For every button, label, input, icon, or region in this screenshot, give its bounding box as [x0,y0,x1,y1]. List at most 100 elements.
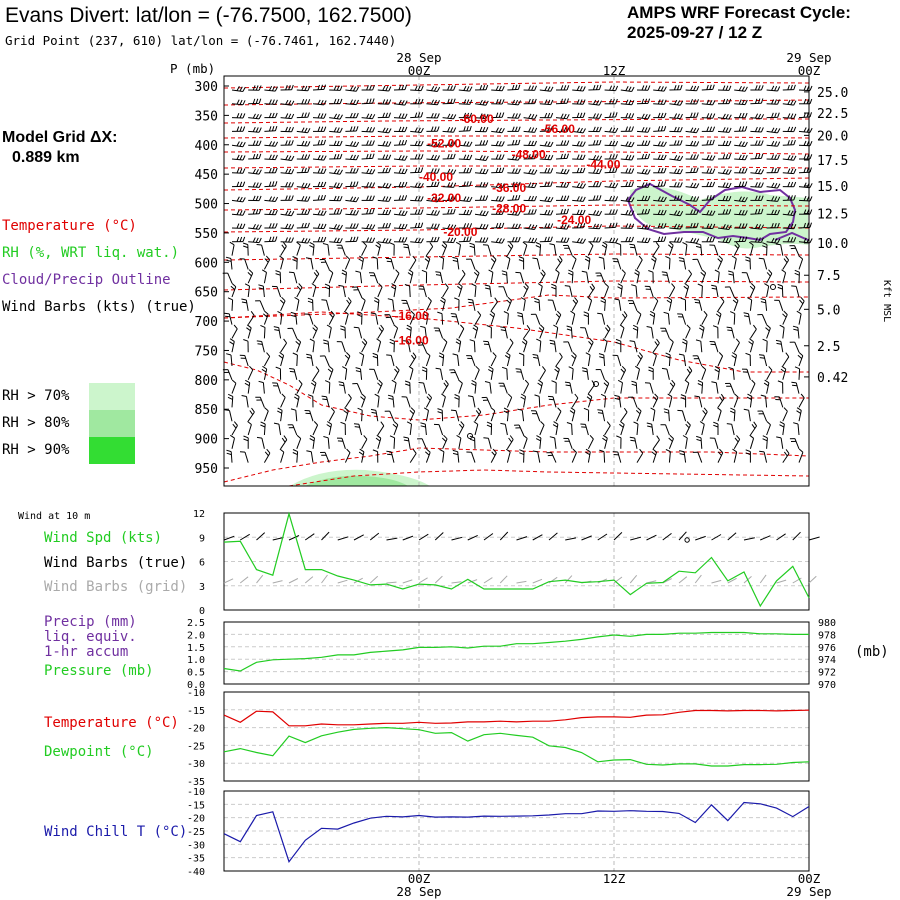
wind-barb-true [223,535,235,541]
height-tick-label: 5.0 [817,303,840,318]
wind-barb-feather [744,236,748,242]
wind-barb-feather [641,223,645,229]
wind-barb-feather [414,182,418,188]
height-tick-label: 20.0 [817,129,848,144]
wind-barb-grid [467,579,478,584]
wind-barb-feather [433,181,437,187]
wind-barb-feather [473,324,478,329]
wind-barb [733,245,740,256]
wind-barb [409,314,415,325]
wind-barb-feather [706,84,709,90]
wind-barb-feather [706,154,710,160]
wind-barb-grid [337,579,348,584]
temperature-line [223,709,810,727]
wind-barb-feather [385,238,389,244]
wind-barb-feather [511,223,515,229]
wind-barb-feather [401,181,405,187]
wind-barb-feather [676,210,681,216]
wind-barb-feather [236,99,240,105]
wind-barb-feather [809,167,812,173]
wind-barb-feather [236,86,240,91]
wind-barb [227,369,233,380]
wind-barb-feather [558,255,563,261]
wind-barb-feather [410,354,415,360]
wind-barb-feather [519,449,525,453]
wind-barb-feather [728,153,732,159]
wind-barb-feather [679,260,685,262]
wind-barb-feather [728,224,732,230]
wind-barb [587,438,594,450]
wind-barb-feather [663,86,667,92]
wind-barb-feather [647,127,651,133]
wind-barb-feather [501,183,505,189]
wind-barb-feather [501,238,505,244]
wind-barb-feather [731,355,737,359]
wind-barb-feather [762,338,768,342]
wind-barb-feather [369,85,372,91]
wind-barb-feather [809,112,812,118]
wind-barb-feather [479,99,483,105]
wind-barb-feather [376,241,381,246]
wind-barb-feather [288,168,292,174]
wind-barb-feather [333,195,337,201]
wind-barb-feather [631,284,637,287]
wind-barb-feather [372,98,375,104]
wind-barb [422,286,427,298]
wind-barb-feather [402,243,408,246]
wind-barb [344,259,351,270]
wind-barb-feather [652,396,658,401]
wind-barb-feather [775,339,782,342]
wind-barb-feather [597,412,603,414]
wind-barb [555,314,562,325]
wind-barb-feather [792,325,799,328]
wind-barb [438,424,444,436]
legend-wind-chill: Wind Chill T (°C) [44,824,187,840]
wind-barb [231,437,235,449]
wind-barb-feather [514,223,518,229]
wind-barb-feather [598,113,602,119]
wind-barb-feather [793,155,797,161]
wind-barb [263,272,267,284]
wind-barb-feather [712,155,716,161]
wind-barb-feather [787,84,790,90]
wind-barb-feather [605,327,609,332]
wind-barb-feather [517,408,523,411]
legend-rh70-swatch [89,383,135,410]
wind-barb-feather [690,182,694,188]
wind-barb [539,341,542,353]
wind-barb-feather [722,237,726,243]
wind-barb [518,424,525,436]
wind-barb-feather [382,182,386,188]
wind-barb-feather [774,127,778,133]
wind-barb [729,286,735,298]
wind-barb-feather [255,182,259,188]
wind-barb-feather [680,297,686,301]
wind-barb-feather [414,209,418,215]
wind-barb-feather [482,210,486,216]
wind-barb-feather [273,326,279,329]
wind-barb-feather [749,434,754,439]
wind-barb [328,314,335,325]
wind-barb-feather [370,312,376,315]
wind-barb-feather [732,352,737,356]
wind-barb-feather [333,113,338,119]
pressure-axis-label: P (mb) [170,61,215,76]
wind-barb-feather [403,246,409,249]
wind-barb-feather [450,113,454,119]
wind-barb-feather [488,269,494,273]
wind-barb-feather [307,141,311,147]
wind-barb-feather [803,85,807,91]
top-hour-label: 12Z [603,63,626,78]
wind-barb-feather [436,210,440,216]
wind-barb-feather [333,85,337,91]
wind-barb-feather [676,195,680,201]
wind-barb-feather [288,85,291,91]
wind-barb-feather [425,255,431,260]
wind-barb-feather [612,112,615,118]
wind-barb [341,245,346,256]
wind-barb-feather [598,126,602,132]
wind-barb-feather [258,380,264,384]
wind-barb [604,396,607,408]
wind-barb-feather [703,310,708,316]
wind-barb-feather [634,272,639,276]
